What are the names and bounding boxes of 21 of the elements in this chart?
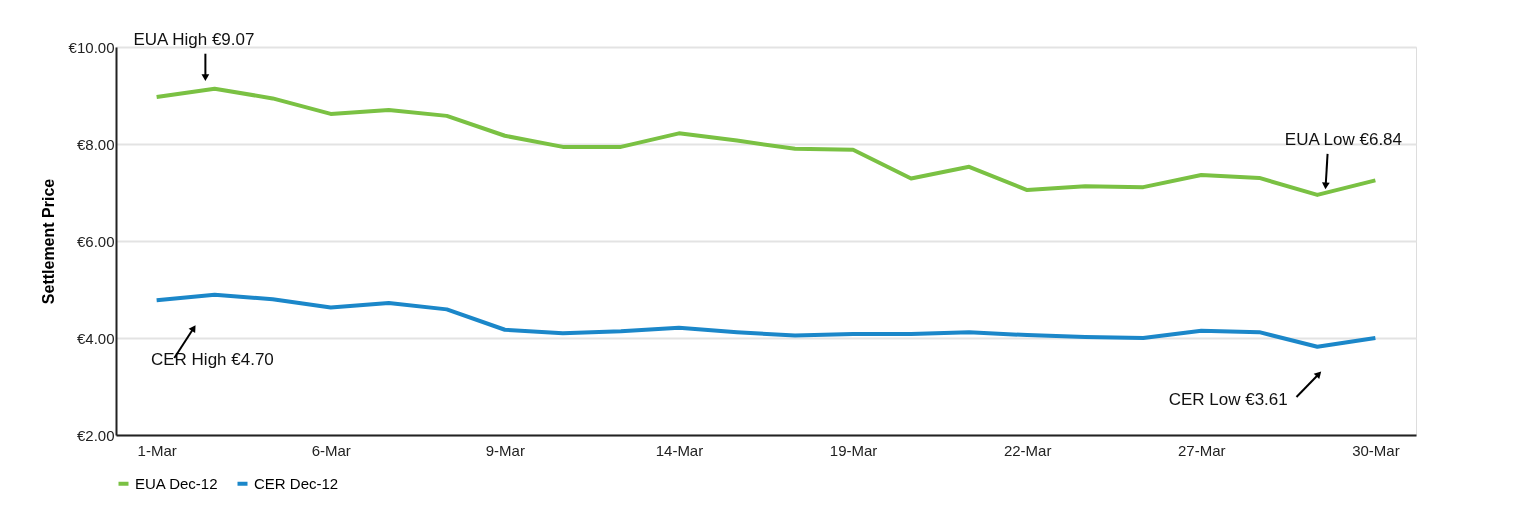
legend-label: CER Dec-12: [254, 474, 339, 492]
annotation: CER Low €3.61: [1168, 390, 1288, 409]
x-tick-label: 22-Mar: [1003, 441, 1052, 459]
x-tick-label: 27-Mar: [1178, 441, 1226, 459]
y-axis-title: Settlement Price: [39, 178, 57, 305]
x-tick-label: 9-Mar: [485, 441, 525, 459]
x-tick-label: 19-Mar: [829, 441, 878, 459]
annotation: EUA High €9.07: [133, 29, 255, 49]
line-series: [154, 292, 1378, 349]
x-tick-label: 30-Mar: [1352, 441, 1400, 459]
y-tick-label: €8.00: [76, 135, 115, 153]
annotation: CER High €4.70: [150, 350, 274, 369]
y-tick-label: €2.00: [76, 426, 115, 444]
annotation: EUA Low €6.84: [1284, 129, 1403, 149]
x-tick-label: 14-Mar: [655, 441, 704, 459]
y-tick-label: €6.00: [76, 232, 115, 250]
x-tick-label: 1-Mar: [137, 441, 177, 459]
y-tick-label: €10.00: [68, 38, 115, 56]
x-tick-label: 6-Mar: [311, 441, 351, 459]
legend-label: EUA Dec-12: [135, 474, 218, 492]
y-tick-label: €4.00: [76, 329, 115, 347]
